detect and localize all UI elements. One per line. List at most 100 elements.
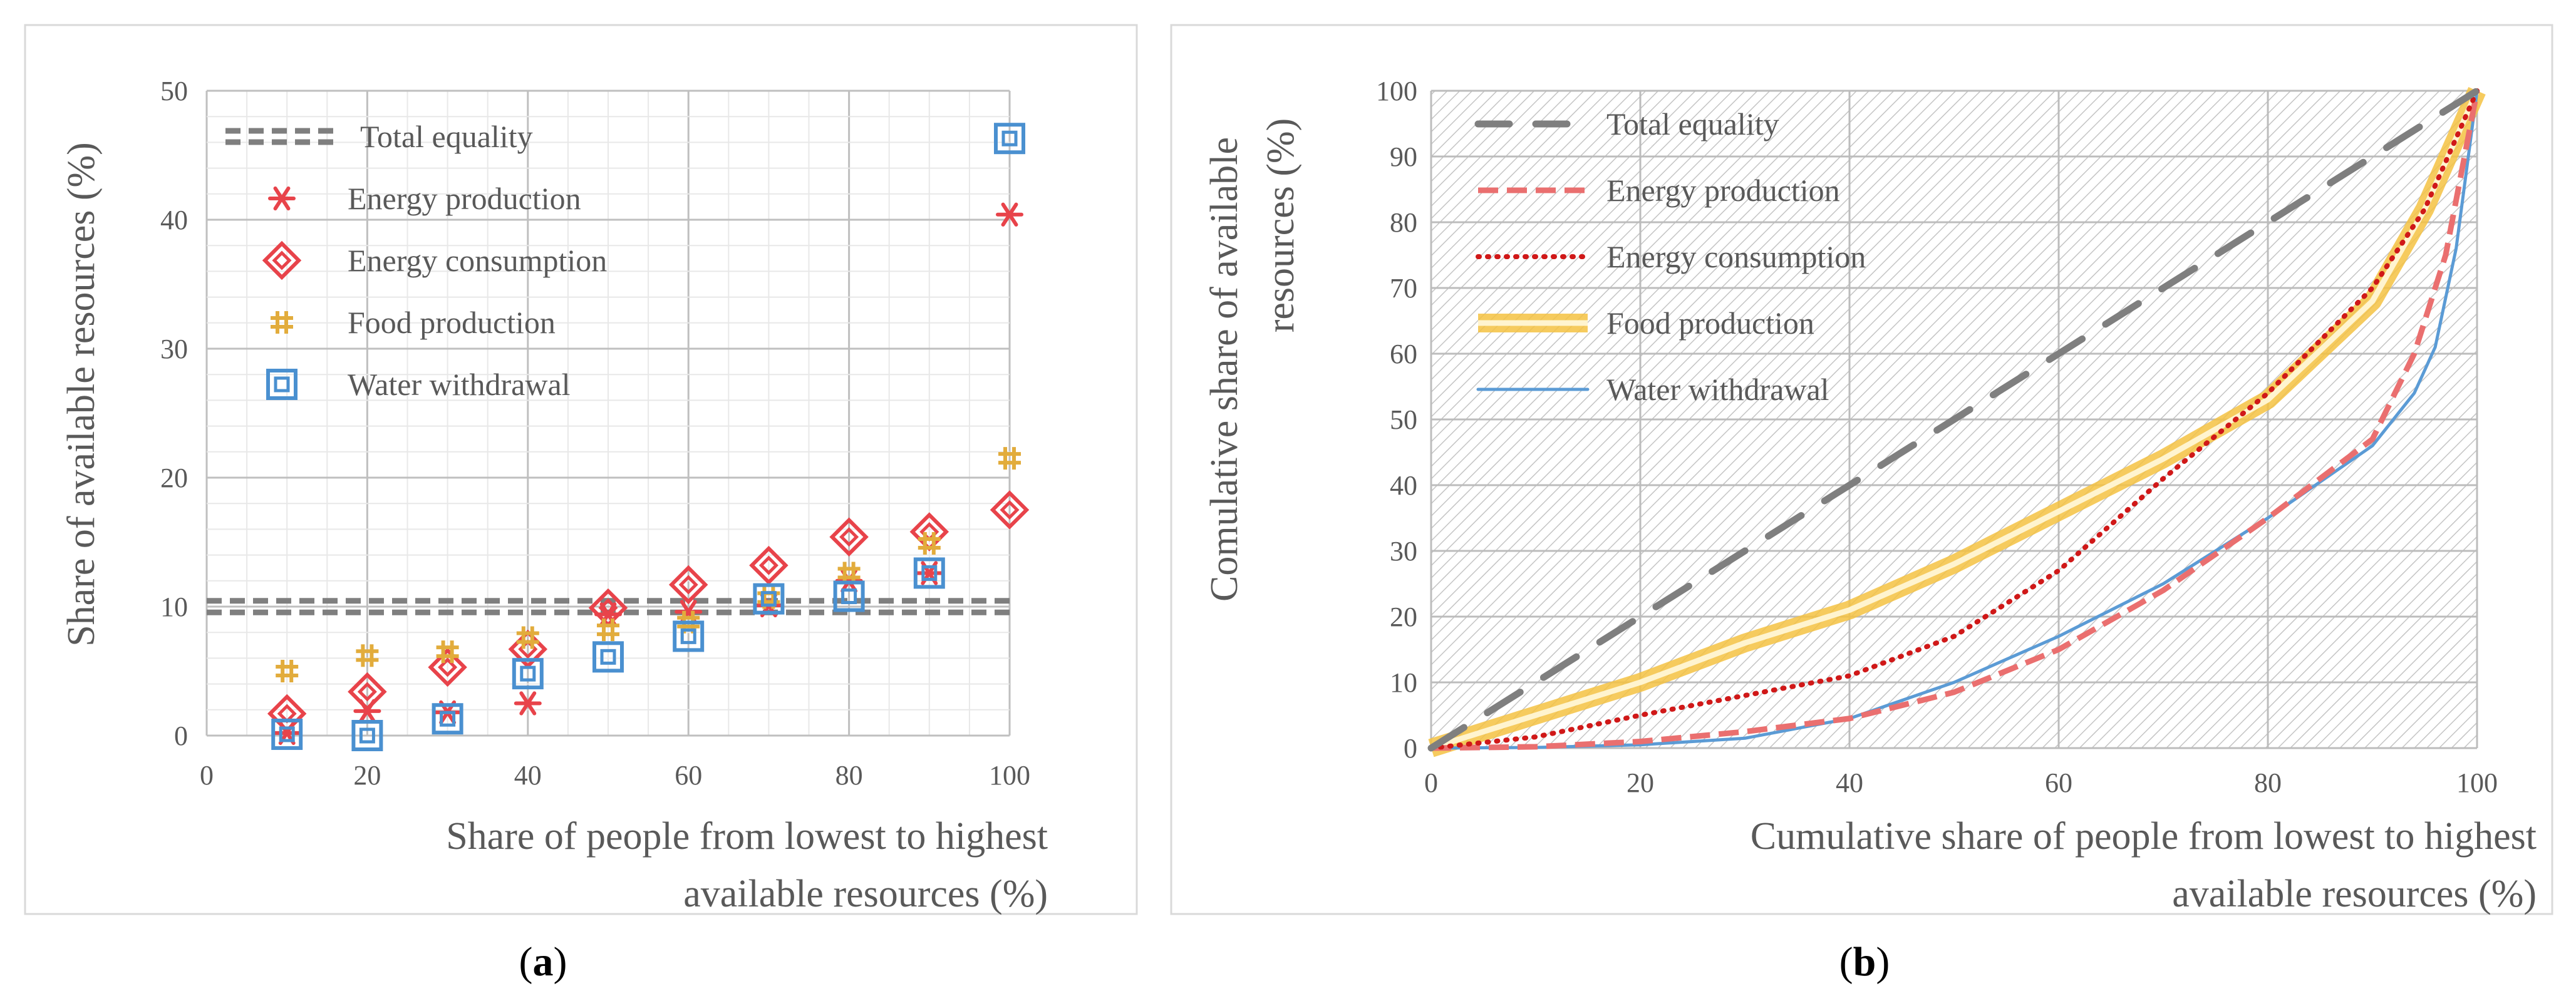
panel-b-caption-letter: b xyxy=(1853,939,1876,985)
panel-b-grid xyxy=(1430,90,2478,749)
legend-swatch xyxy=(268,186,296,211)
energy-consumption-point xyxy=(428,647,467,687)
energy-consumption-line xyxy=(1429,88,2480,751)
y-tick-label: 50 xyxy=(1390,404,1417,435)
panel-b-lines xyxy=(1427,86,2486,757)
y-tick-label: 10 xyxy=(160,592,188,622)
water-withdrawal-line xyxy=(1429,89,2479,750)
energy-production-point xyxy=(996,202,1023,227)
legend-label-total-equality: Total equality xyxy=(1606,106,1779,141)
water-withdrawal-point xyxy=(271,718,303,750)
y-tick-label: 20 xyxy=(1390,602,1417,632)
water-withdrawal-point xyxy=(673,620,705,652)
x-tick-label: 100 xyxy=(989,760,1030,791)
panel-a-grid xyxy=(205,90,1011,737)
legend-swatch xyxy=(271,311,293,334)
x-tick-label: 60 xyxy=(2045,767,2072,798)
x-tick-label: 60 xyxy=(675,760,702,791)
energy-consumption-point xyxy=(348,672,387,712)
panel-a-caption-letter: a xyxy=(533,939,554,985)
energy-production-point xyxy=(514,691,542,716)
x-tick-label: 80 xyxy=(835,760,863,791)
y-tick-label: 10 xyxy=(1390,667,1417,698)
y-tick-label: 60 xyxy=(1390,339,1417,369)
x-tick-label: 0 xyxy=(1424,767,1438,798)
y-tick-label: 20 xyxy=(160,463,188,493)
legend-label-energy-production: Energy production xyxy=(348,181,581,216)
panel-a-markers xyxy=(267,123,1030,751)
x-tick-label: 40 xyxy=(1836,767,1863,798)
panel-a-caption: (a) xyxy=(519,939,567,985)
energy-consumption-point xyxy=(829,517,869,557)
panel-b-caption-open: ( xyxy=(1839,939,1853,985)
water-withdrawal-point xyxy=(753,583,785,615)
energy-consumption-point xyxy=(990,490,1030,530)
panel-a-frame xyxy=(24,24,1138,915)
panel-b-x-ticks: 0 20 40 60 80 100 xyxy=(1424,767,2498,798)
food-production-point xyxy=(276,660,299,682)
x-tick-label: 80 xyxy=(2254,767,2282,798)
y-tick-label: 70 xyxy=(1390,273,1417,304)
total-equality-line xyxy=(1427,87,2481,752)
water-withdrawal-point xyxy=(432,703,463,735)
legend-label-energy-production: Energy production xyxy=(1606,173,1840,208)
legend-label-energy-consumption: Energy consumption xyxy=(1606,239,1866,274)
panel-b-y-ticks: 0 10 20 30 40 50 60 70 80 90 100 xyxy=(1376,76,1417,764)
panel-a-x-axis-label-line1: Share of people from lowest to highest xyxy=(446,815,1048,858)
food-production-point xyxy=(837,562,861,585)
legend-label-water-withdrawal: Water withdrawal xyxy=(348,367,571,402)
panel-b-x-axis-label-line1: Cumulative share of people from lowest t… xyxy=(1751,815,2537,858)
y-tick-label: 40 xyxy=(160,205,188,235)
panel-b-caption: (b) xyxy=(1839,939,1890,985)
legend-swatch xyxy=(266,369,297,400)
panel-a-caption-close: ) xyxy=(554,939,567,985)
food-production-point xyxy=(597,619,619,642)
panel-a-legend: Total equality Energy production Energy co… xyxy=(225,119,607,402)
y-tick-label: 50 xyxy=(160,76,188,106)
y-tick-label: 0 xyxy=(1404,733,1417,764)
food-production-point xyxy=(918,532,941,555)
energy-consumption-point xyxy=(749,545,789,585)
food-production-point xyxy=(998,447,1021,470)
water-withdrawal-point xyxy=(994,123,1025,155)
panel-a-x-ticks: 0 20 40 60 80 100 xyxy=(200,760,1030,791)
legend-label-water-withdrawal: Water withdrawal xyxy=(1606,372,1829,407)
y-tick-label: 80 xyxy=(1390,207,1417,238)
panel-b-legend: Total equality Energy production Energy co… xyxy=(1474,106,1866,407)
panel-a-y-ticks: 0 10 20 30 40 50 xyxy=(160,76,188,751)
y-tick-label: 40 xyxy=(1390,470,1417,501)
panel-b-x-axis-label-line2: available resources (%) xyxy=(2172,873,2537,915)
water-withdrawal-point xyxy=(913,557,945,589)
legend-label-total-equality: Total equality xyxy=(360,119,533,154)
food-production-line-core xyxy=(1430,90,2480,751)
x-tick-label: 0 xyxy=(200,760,214,791)
food-production-point xyxy=(436,640,459,664)
x-tick-label: 40 xyxy=(514,760,542,791)
food-production-point xyxy=(516,626,539,649)
water-withdrawal-point xyxy=(592,641,624,673)
legend-label-energy-consumption: Energy consumption xyxy=(348,243,607,278)
y-tick-label: 100 xyxy=(1376,76,1417,106)
water-withdrawal-point xyxy=(512,658,544,690)
panel-a-y-axis-label: Share of available resources (%) xyxy=(60,142,103,647)
energy-production-line xyxy=(1430,90,2480,751)
y-tick-label: 90 xyxy=(1390,141,1417,172)
food-production-line xyxy=(1428,86,2486,757)
legend-swatch xyxy=(262,240,302,280)
x-tick-label: 20 xyxy=(353,760,381,791)
food-production-point xyxy=(356,644,379,667)
panel-b-caption-close: ) xyxy=(1876,939,1890,985)
panel-a-x-axis-label-line2: available resources (%) xyxy=(683,873,1048,915)
energy-consumption-point xyxy=(668,565,708,605)
water-withdrawal-point xyxy=(351,720,383,751)
panel-b-y-axis-label-line1: Comulative share of available xyxy=(1203,137,1246,602)
panel-a-caption-open: ( xyxy=(519,939,533,985)
water-withdrawal-point xyxy=(833,580,865,612)
x-tick-label: 100 xyxy=(2456,767,2498,798)
panel-b-y-axis-label-line2: resources (%) xyxy=(1260,118,1302,333)
x-tick-label: 20 xyxy=(1627,767,1654,798)
legend-label-food-production: Food production xyxy=(1606,305,1814,341)
y-tick-label: 30 xyxy=(1390,536,1417,567)
y-tick-label: 0 xyxy=(174,721,188,751)
